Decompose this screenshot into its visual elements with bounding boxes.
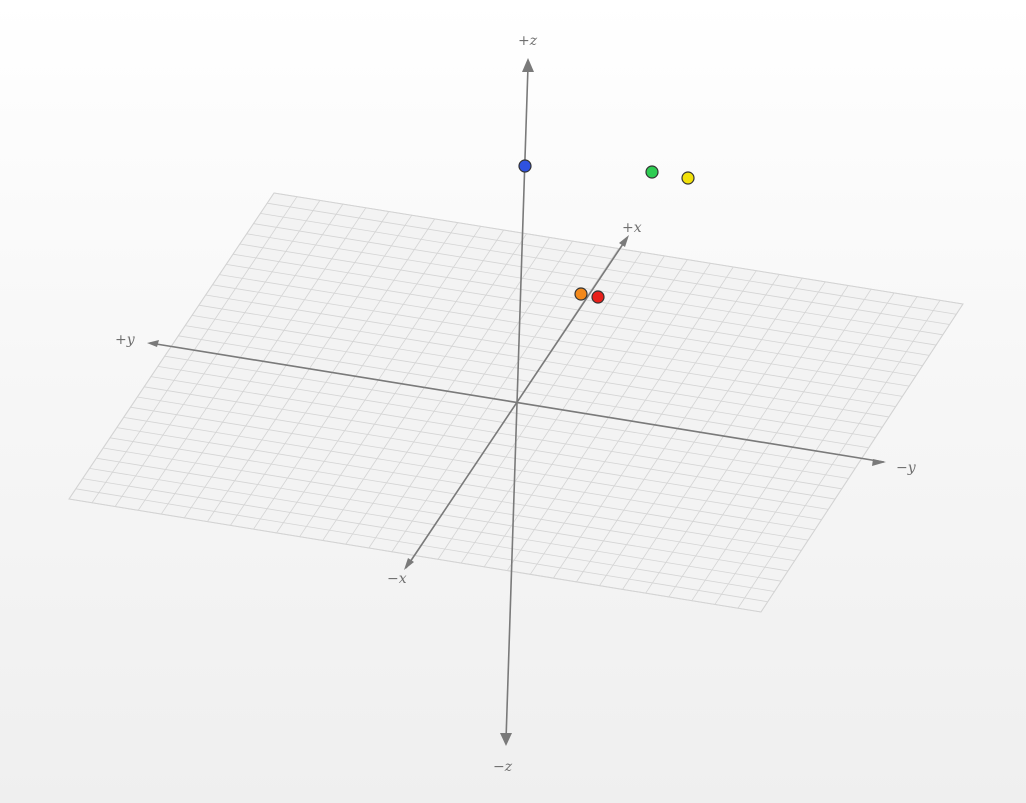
z-pos-label: +z xyxy=(518,33,538,49)
x-neg-label: −x xyxy=(387,571,407,587)
z-neg-arrowhead xyxy=(500,733,512,746)
y-pos-arrowhead xyxy=(147,340,159,347)
y-neg-label: −y xyxy=(896,460,917,476)
x-pos-arrowhead xyxy=(619,235,629,247)
yellow-point[interactable] xyxy=(681,171,695,185)
points-group xyxy=(518,159,695,304)
y-pos-label: +y xyxy=(115,332,136,348)
red-point[interactable] xyxy=(591,290,605,304)
z-pos-arrowhead xyxy=(522,58,534,72)
y-neg-arrowhead xyxy=(872,459,886,466)
x-neg-arrowhead xyxy=(404,558,414,570)
z-axis-line xyxy=(505,65,529,741)
x-pos-label: +x xyxy=(622,220,642,236)
orange-point[interactable] xyxy=(574,287,588,301)
axis-labels: +z −z +x −x +y −y xyxy=(115,33,917,775)
blue-point[interactable] xyxy=(518,159,532,173)
z-neg-label: −z xyxy=(493,759,513,775)
axes-group xyxy=(147,58,886,746)
green-point[interactable] xyxy=(645,165,659,179)
